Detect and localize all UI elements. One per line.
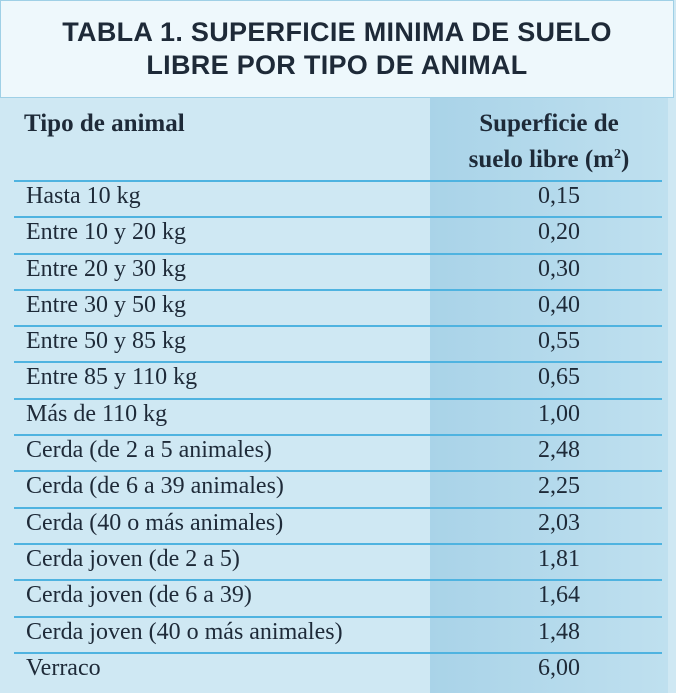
table-row: Cerda (de 2 a 5 animales) 2,48 xyxy=(0,434,676,470)
floor-area-cell: 0,65 xyxy=(538,364,580,391)
surface-column-highlight xyxy=(430,98,668,693)
floor-area-cell: 2,25 xyxy=(538,473,580,500)
animal-type-cell: Cerda (de 2 a 5 animales) xyxy=(26,437,272,464)
table-title-line-2: LIBRE POR TIPO DE ANIMAL xyxy=(146,50,528,80)
table-row: Cerda joven (40 o más animales) 1,48 xyxy=(0,615,676,652)
animal-type-cell: Entre 20 y 30 kg xyxy=(26,255,186,282)
floor-area-cell: 1,48 xyxy=(538,618,580,645)
floor-area-cell: 1,00 xyxy=(538,400,580,427)
table-row: Verraco 6,00 xyxy=(0,651,676,688)
table-row: Hasta 10 kg 0,15 xyxy=(0,180,676,216)
table-row: Entre 50 y 85 kg 0,55 xyxy=(0,325,676,361)
animal-type-cell: Cerda (40 o más animales) xyxy=(26,509,284,536)
table-row: Más de 110 kg 1,00 xyxy=(0,397,676,434)
table-row: Cerda joven (de 2 a 5) 1,81 xyxy=(0,542,676,579)
table-row: Entre 85 y 110 kg 0,65 xyxy=(0,361,676,397)
table-row: Cerda joven (de 6 a 39) 1,64 xyxy=(0,579,676,615)
animal-type-cell: Entre 50 y 85 kg xyxy=(26,328,186,355)
floor-area-cell: 0,15 xyxy=(538,183,580,209)
header-unit-close: ) xyxy=(621,146,630,173)
animal-type-cell: Entre 30 y 50 kg xyxy=(26,291,186,318)
floor-area-cell: 0,55 xyxy=(538,328,580,355)
floor-area-cell: 0,30 xyxy=(538,255,580,282)
table-row: Entre 10 y 20 kg 0,20 xyxy=(0,216,676,252)
header-unit-text: suelo libre (m xyxy=(468,146,615,173)
animal-type-cell: Cerda joven (40 o más animales) xyxy=(26,618,343,645)
animal-type-cell: Cerda joven (de 6 a 39) xyxy=(26,582,252,609)
animal-type-cell: Verraco xyxy=(26,654,101,681)
header-animal-type: Tipo de animal xyxy=(24,110,185,137)
table-header-row: Tipo de animal Superficie de suelo libre… xyxy=(0,98,676,180)
animal-type-cell: Cerda joven (de 2 a 5) xyxy=(26,545,240,572)
animal-type-cell: Entre 85 y 110 kg xyxy=(26,364,198,391)
animal-type-cell: Cerda (de 6 a 39 animales) xyxy=(26,473,284,500)
header-free-floor-area-line-1: Superficie de xyxy=(479,110,619,137)
table-row: Cerda (de 6 a 39 animales) 2,25 xyxy=(0,470,676,506)
floor-area-cell: 2,03 xyxy=(538,509,580,536)
animal-type-cell: Hasta 10 kg xyxy=(26,183,141,209)
floor-area-cell: 0,20 xyxy=(538,219,580,246)
floor-area-cell: 0,40 xyxy=(538,291,580,318)
animal-type-cell: Más de 110 kg xyxy=(26,400,168,427)
floor-area-cell: 1,64 xyxy=(538,582,580,609)
floor-area-cell: 6,00 xyxy=(538,654,580,681)
header-unit-superscript: 2 xyxy=(614,147,622,162)
table-title: TABLA 1. SUPERFICIE MINIMA DE SUELO LIBR… xyxy=(0,0,674,98)
animal-type-cell: Entre 10 y 20 kg xyxy=(26,219,186,246)
table-body: Hasta 10 kg 0,15 Entre 10 y 20 kg 0,20 Entre… xyxy=(0,180,676,688)
table-row: Cerda (40 o más animales) 2,03 xyxy=(0,506,676,543)
table-title-line-1: TABLA 1. SUPERFICIE MINIMA DE SUELO xyxy=(62,17,612,47)
header-free-floor-area: Superficie de suelo libre (m2) xyxy=(430,106,668,178)
header-free-floor-area-line-2: suelo libre (m2) xyxy=(430,142,668,178)
floor-area-cell: 1,81 xyxy=(538,545,580,572)
table-row: Entre 30 y 50 kg 0,40 xyxy=(0,288,676,325)
table-row: Entre 20 y 30 kg 0,30 xyxy=(0,252,676,289)
floor-area-cell: 2,48 xyxy=(538,437,580,464)
